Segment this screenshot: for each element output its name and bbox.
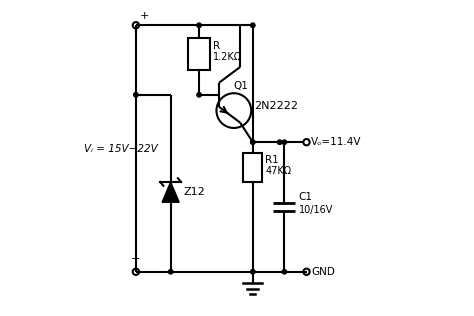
Circle shape — [251, 270, 255, 274]
Text: Z12: Z12 — [183, 187, 205, 197]
Circle shape — [282, 140, 287, 144]
Text: Q1: Q1 — [234, 81, 249, 91]
Bar — [243, 153, 262, 182]
Text: −: − — [130, 254, 140, 264]
Circle shape — [282, 270, 287, 274]
Circle shape — [277, 140, 282, 144]
Circle shape — [251, 140, 255, 144]
Text: Vᵢ = 15V−22V: Vᵢ = 15V−22V — [84, 143, 157, 154]
Circle shape — [168, 270, 173, 274]
Circle shape — [251, 23, 255, 27]
Text: 2N2222: 2N2222 — [255, 101, 298, 111]
Text: GND: GND — [311, 267, 335, 277]
Circle shape — [197, 93, 201, 97]
Text: 1.2KΩ: 1.2KΩ — [213, 52, 242, 62]
Polygon shape — [162, 182, 179, 202]
Text: 47KΩ: 47KΩ — [265, 166, 292, 176]
Text: R1: R1 — [265, 155, 279, 165]
Text: C1: C1 — [299, 192, 313, 203]
Text: Vₒ=11.4V: Vₒ=11.4V — [311, 137, 362, 147]
Text: R: R — [213, 41, 220, 51]
Text: 10/16V: 10/16V — [299, 205, 333, 215]
Text: +: + — [140, 10, 149, 21]
Circle shape — [197, 23, 201, 27]
Circle shape — [134, 93, 138, 97]
Bar — [188, 38, 210, 70]
